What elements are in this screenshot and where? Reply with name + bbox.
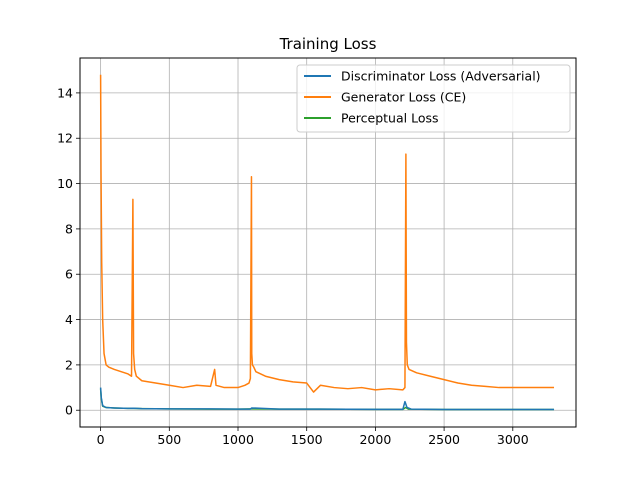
x-tick-label: 2500 — [428, 432, 460, 447]
y-tick-label: 8 — [65, 221, 73, 236]
legend-label-2: Perceptual Loss — [341, 111, 439, 126]
chart-title: Training Loss — [279, 35, 377, 53]
legend: Discriminator Loss (Adversarial) Generato… — [296, 64, 571, 133]
plot-frame — [79, 57, 577, 428]
legend-label-0: Discriminator Loss (Adversarial) — [341, 69, 541, 84]
legend-label-1: Generator Loss (CE) — [341, 90, 466, 105]
x-tick-label: 2000 — [359, 432, 391, 447]
y-tick-label: 6 — [65, 267, 73, 282]
y-tick-label: 2 — [65, 357, 73, 372]
y-tick-label: 10 — [57, 176, 73, 191]
series-line-0 — [99, 387, 555, 411]
legend-box — [296, 64, 571, 133]
y-tick-label: 4 — [65, 312, 73, 327]
x-tick-label: 500 — [157, 432, 181, 447]
y-tick-label: 12 — [57, 131, 73, 146]
y-axis-ticks: 0 2 4 6 8 10 12 14 — [57, 85, 80, 418]
x-tick-label: 1500 — [291, 432, 323, 447]
x-axis-ticks: 0 500 1000 1500 2000 2500 3000 — [97, 427, 529, 447]
x-tick-label: 3000 — [497, 432, 529, 447]
series-line-1 — [99, 74, 555, 393]
x-tick-label: 0 — [97, 432, 105, 447]
series-lines — [99, 74, 555, 411]
x-tick-label: 1000 — [222, 432, 254, 447]
y-tick-label: 14 — [57, 85, 73, 100]
y-tick-label: 0 — [65, 403, 73, 418]
